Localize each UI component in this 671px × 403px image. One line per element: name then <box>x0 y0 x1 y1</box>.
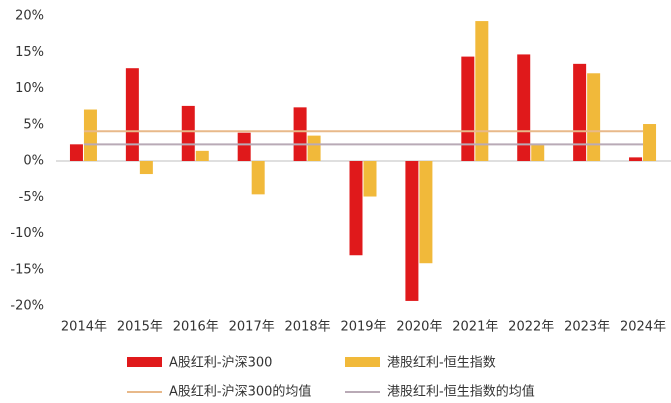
legend-swatch <box>127 357 162 367</box>
bar <box>419 161 433 264</box>
x-tick-label: 2018年 <box>285 320 331 335</box>
x-tick-label: 2014年 <box>61 320 107 335</box>
bar <box>587 73 601 161</box>
bar <box>195 150 209 161</box>
legend-label: A股红利-沪深300的均值 <box>169 384 311 400</box>
bar <box>643 124 657 161</box>
legend-swatch <box>345 357 380 367</box>
legend-label: A股红利-沪深300 <box>169 355 272 371</box>
x-tick-label: 2015年 <box>117 320 163 335</box>
y-tick-label: 20% <box>15 9 44 24</box>
bar <box>125 68 139 161</box>
bar <box>307 135 321 161</box>
bar <box>363 161 377 197</box>
bar <box>573 63 587 161</box>
bar <box>83 109 97 161</box>
bar <box>405 161 419 301</box>
y-tick-label: -10% <box>10 226 44 241</box>
x-tick-label: 2020年 <box>396 320 442 335</box>
x-tick-label: 2016年 <box>173 320 219 335</box>
x-tick-label: 2023年 <box>564 320 610 335</box>
bar <box>517 54 531 161</box>
x-tick-label: 2022年 <box>508 320 554 335</box>
y-tick-label: -20% <box>10 299 44 314</box>
y-tick-label: -15% <box>10 262 44 277</box>
bar <box>475 21 489 162</box>
x-tick-label: 2017年 <box>229 320 275 335</box>
bar <box>461 56 475 161</box>
y-tick-label: 10% <box>15 81 44 96</box>
bar <box>629 157 643 161</box>
bar <box>531 145 545 161</box>
y-tick-label: 0% <box>23 154 44 169</box>
y-tick-label: 15% <box>15 45 44 60</box>
bar <box>251 161 265 195</box>
legend-label: 港股红利-恒生指数 <box>387 355 496 371</box>
bar <box>237 132 251 161</box>
legend-label: 港股红利-恒生指数的均值 <box>387 384 535 400</box>
bar <box>349 161 363 256</box>
x-tick-label: 2019年 <box>340 320 386 335</box>
y-tick-label: -5% <box>19 190 44 205</box>
bar <box>293 107 307 161</box>
x-tick-label: 2021年 <box>452 320 498 335</box>
bar <box>139 161 153 175</box>
y-tick-label: 5% <box>23 117 44 132</box>
bar <box>181 105 195 161</box>
x-tick-label: 2024年 <box>620 320 666 335</box>
bar <box>69 144 83 161</box>
